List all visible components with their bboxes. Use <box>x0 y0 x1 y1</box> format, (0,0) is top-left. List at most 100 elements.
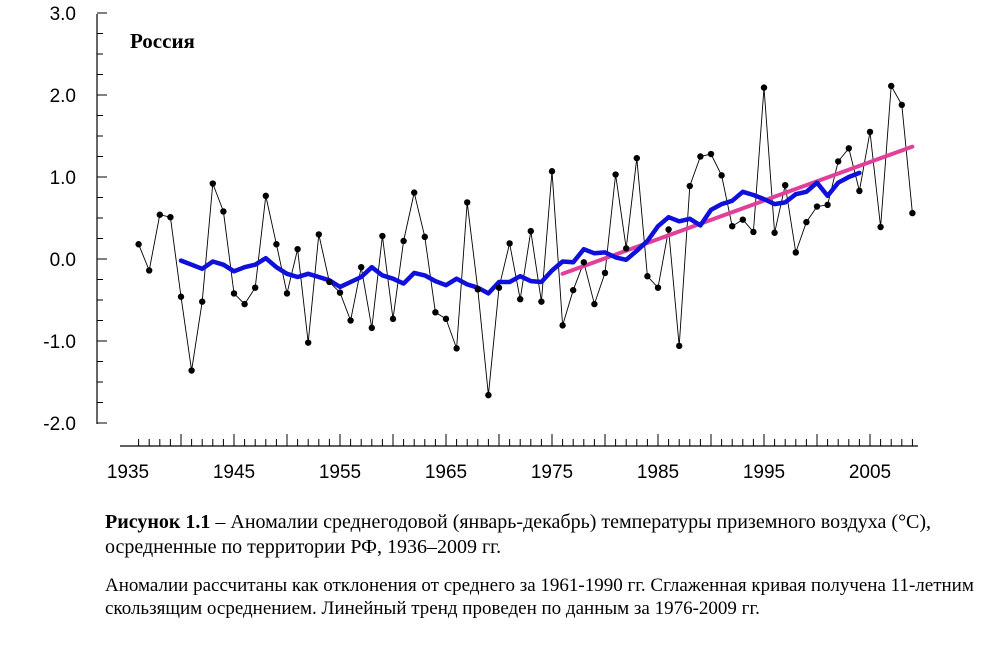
annual-data-point <box>273 241 280 248</box>
x-tick-label: 1995 <box>743 462 785 483</box>
annual-data-point <box>368 324 375 332</box>
x-tick-label: 1955 <box>319 462 361 483</box>
annual-data-point <box>517 295 524 303</box>
y-axis-ticks: -2.0 -1.0 0.0 1.0 2.0 3.0 <box>43 4 107 435</box>
annual-data-point <box>601 269 609 277</box>
annual-data-point <box>453 345 460 352</box>
annual-data-point <box>591 300 598 308</box>
annual-data-point <box>506 240 513 247</box>
annual-data-point <box>559 322 566 329</box>
x-tick-label: 1985 <box>637 462 679 483</box>
y-tick-label: -2.0 <box>43 414 76 435</box>
annual-data-point <box>421 233 428 241</box>
annual-data-point <box>442 315 450 323</box>
x-tick-label: 1935 <box>107 462 149 483</box>
annual-data-point <box>824 201 831 209</box>
annual-data-point <box>294 245 301 253</box>
annual-data-point <box>283 290 291 297</box>
x-tick-label: 1965 <box>425 462 467 483</box>
annual-data-point <box>336 289 344 296</box>
annual-data-point <box>177 293 185 300</box>
annual-data-point <box>856 187 863 195</box>
x-tick-label: 2005 <box>849 462 891 483</box>
annual-data-point <box>771 229 778 236</box>
y-tick-label: 1.0 <box>50 168 76 189</box>
annual-data-point <box>315 231 322 238</box>
annual-data-point <box>379 232 386 240</box>
annual-data-point <box>305 339 312 346</box>
chart-frame <box>96 14 918 447</box>
annual-data-point <box>485 391 492 399</box>
linear-trend-line <box>560 144 915 276</box>
annual-data-point <box>188 367 195 374</box>
annual-data-point <box>898 101 905 109</box>
annual-data-point <box>209 180 216 187</box>
annual-data-point <box>527 227 534 235</box>
annual-data-point <box>411 189 418 196</box>
annual-data-point <box>474 286 481 293</box>
y-tick-label: 0.0 <box>50 250 76 271</box>
smoothed-anomaly-line <box>178 170 862 296</box>
annual-data-point <box>665 226 672 233</box>
annual-data-point <box>739 216 746 223</box>
annual-data-point <box>612 171 619 178</box>
annual-anomaly-line <box>138 84 913 396</box>
x-tick-label: 1975 <box>531 462 573 483</box>
annual-data-point <box>135 241 142 248</box>
annual-data-point <box>633 154 640 162</box>
annual-data-point <box>326 278 333 286</box>
annual-data-point <box>782 182 789 189</box>
annual-data-point <box>697 153 704 160</box>
annual-data-point <box>389 315 397 323</box>
annual-data-point <box>358 264 365 271</box>
annual-data-point <box>347 317 354 324</box>
figure-label: Рисунок 1.1 <box>105 511 211 533</box>
series-layer <box>135 82 916 399</box>
annual-data-point <box>623 245 630 252</box>
annual-data-point <box>146 267 153 274</box>
annual-data-point <box>686 182 693 190</box>
annual-data-point <box>792 249 799 256</box>
annual-data-point <box>220 208 227 215</box>
annual-data-point <box>432 309 439 316</box>
figure-note: Аномалии рассчитаны как отклонения от ср… <box>105 575 974 619</box>
annual-data-point <box>570 286 577 294</box>
temperature-anomaly-chart: -2.0 -1.0 0.0 1.0 2.0 3.0 1935 1945 1955 1965 197… <box>43 4 918 483</box>
annual-data-point <box>464 199 471 206</box>
annual-data-point <box>866 128 874 136</box>
annual-data-point <box>580 259 587 266</box>
annual-data-point <box>538 298 545 305</box>
annual-data-point <box>803 218 810 226</box>
annual-data-point <box>813 203 821 210</box>
annual-data-point <box>877 223 884 231</box>
annual-data-point <box>156 211 163 218</box>
annual-data-point <box>909 209 916 217</box>
annual-data-point <box>888 82 895 90</box>
annual-data-point <box>707 150 715 158</box>
annual-data-point <box>548 168 556 175</box>
annual-data-point <box>262 192 269 200</box>
x-tick-label: 1945 <box>213 462 255 483</box>
annual-data-point <box>750 228 757 236</box>
annual-data-point <box>760 84 768 91</box>
annual-data-point <box>644 273 651 280</box>
figure-caption: Рисунок 1.1 – Аномалии среднегодовой (ян… <box>105 510 975 560</box>
annual-data-point <box>230 290 238 297</box>
chart-title: Россия <box>130 29 195 53</box>
annual-data-point <box>495 284 503 291</box>
annual-data-point <box>252 284 259 291</box>
y-tick-label: -1.0 <box>43 332 76 353</box>
annual-data-point <box>400 237 407 245</box>
annual-data-point <box>845 145 852 152</box>
figure-caption-text: – Аномалии среднегодовой (январь-декабрь… <box>105 511 932 558</box>
annual-data-point <box>676 342 683 350</box>
annual-data-point <box>167 213 174 221</box>
x-axis-ticks: 1935 1945 1955 1965 1975 1985 1995 2005 <box>107 434 913 483</box>
annual-data-point <box>199 298 206 305</box>
y-tick-label: 3.0 <box>50 4 76 25</box>
y-tick-label: 2.0 <box>50 86 76 107</box>
annual-data-point <box>835 158 842 165</box>
annual-data-point <box>729 223 736 230</box>
annual-data-point <box>654 284 662 291</box>
annual-data-point <box>241 300 248 308</box>
